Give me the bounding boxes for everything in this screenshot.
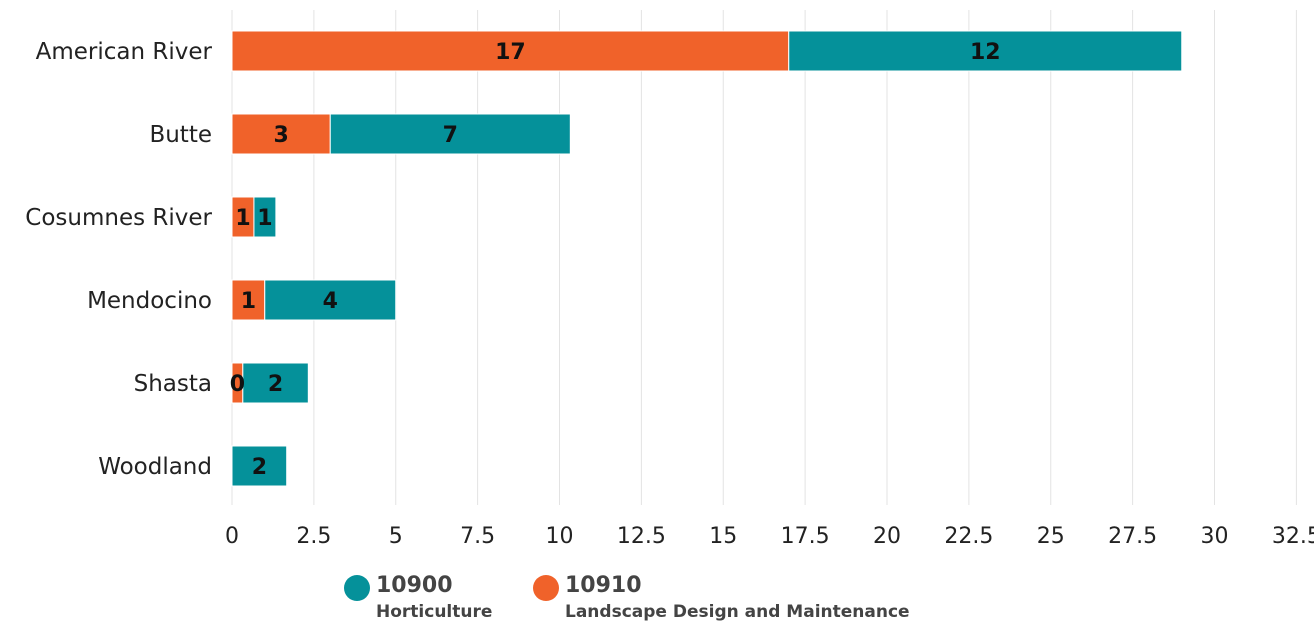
bar-10900-shasta[interactable] — [242, 362, 309, 404]
bar-10900-american-river[interactable] — [788, 30, 1183, 72]
x-tick-label: 15 — [709, 524, 737, 549]
legend-code-horticulture: 10900 — [376, 573, 453, 598]
bar-10900-woodland[interactable] — [231, 445, 288, 487]
bar-10910-butte[interactable] — [231, 113, 331, 155]
data-label-10910-mendocino: 1 — [241, 289, 256, 314]
bar-10900-mendocino[interactable] — [264, 279, 397, 321]
chart-plot: 17 123 71 11 40 22 American RiverButteCosumne… — [25, 10, 1314, 549]
data-label-10910-butte: 3 — [273, 123, 288, 148]
x-tick-label: 22.5 — [944, 524, 993, 549]
legend-code-landscape: 10910 — [565, 573, 642, 598]
x-tick-label: 2.5 — [296, 524, 331, 549]
legend-swatch-landscape — [533, 575, 559, 601]
x-tick-label: 7.5 — [460, 524, 495, 549]
x-tick-label: 30 — [1201, 524, 1229, 549]
x-tick-label: 17.5 — [781, 524, 830, 549]
data-label-10900-american-river: 12 — [970, 40, 1001, 65]
bar-data-labels: 17 123 71 11 40 22 — [230, 40, 1001, 480]
legend-item-horticulture[interactable]: 10900 Horticulture — [344, 572, 492, 624]
legend-desc-landscape: Landscape Design and Maintenance — [565, 602, 910, 622]
x-tick-label: 5 — [389, 524, 403, 549]
x-tick-label: 0 — [225, 524, 239, 549]
gridlines — [231, 10, 1297, 505]
category-label-woodland: Woodland — [98, 454, 212, 480]
bars — [231, 30, 1183, 487]
category-label-mendocino: Mendocino — [87, 288, 212, 314]
legend-swatch-horticulture — [344, 575, 370, 601]
data-label-10900-cosumnes-river: 1 — [257, 206, 272, 231]
x-tick-label: 10 — [546, 524, 574, 549]
x-tick-labels: 0 2.5 5 7.5 10 12.5 15 17.5 20 22.5 25 27.5 30 32.5 — [225, 524, 1314, 549]
x-tick-label: 27.5 — [1108, 524, 1157, 549]
x-tick-label: 12.5 — [617, 524, 666, 549]
x-tick-label: 25 — [1037, 524, 1065, 549]
data-label-10910-american-river: 17 — [495, 40, 526, 65]
category-label-cosumnes-river: Cosumnes River — [25, 205, 212, 231]
data-label-10900-shasta: 2 — [268, 372, 283, 397]
data-label-10900-butte: 7 — [443, 123, 458, 148]
x-tick-label: 20 — [873, 524, 901, 549]
bar-10900-cosumnes-river[interactable] — [253, 196, 277, 238]
legend-item-landscape[interactable]: 10910 Landscape Design and Maintenance — [533, 572, 910, 624]
category-label-butte: Butte — [149, 122, 212, 148]
category-labels: American River Butte Cosumnes River Mendoci… — [25, 39, 212, 480]
data-label-10910-cosumnes-river: 1 — [235, 206, 250, 231]
data-label-10900-mendocino: 4 — [323, 289, 338, 314]
category-label-shasta: Shasta — [134, 371, 212, 397]
bar-10900-butte[interactable] — [329, 113, 571, 155]
x-tick-label: 32.5 — [1272, 524, 1314, 549]
data-label-10900-woodland: 2 — [252, 455, 267, 480]
legend-desc-horticulture: Horticulture — [376, 602, 493, 622]
data-label-10910-shasta: 0 — [230, 372, 245, 397]
category-label-american-river: American River — [36, 39, 213, 65]
